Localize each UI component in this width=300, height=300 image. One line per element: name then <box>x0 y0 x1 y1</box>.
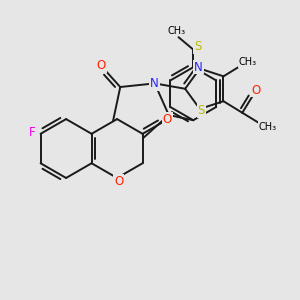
Text: F: F <box>29 126 36 139</box>
Text: S: S <box>198 104 205 117</box>
Text: CH₃: CH₃ <box>238 58 256 68</box>
Text: O: O <box>97 59 106 72</box>
Text: S: S <box>194 40 201 53</box>
Text: CH₃: CH₃ <box>168 26 186 36</box>
Text: O: O <box>114 175 123 188</box>
Text: O: O <box>163 113 172 126</box>
Text: N: N <box>194 61 203 74</box>
Text: O: O <box>251 84 261 97</box>
Text: N: N <box>150 77 159 90</box>
Text: CH₃: CH₃ <box>258 122 277 132</box>
